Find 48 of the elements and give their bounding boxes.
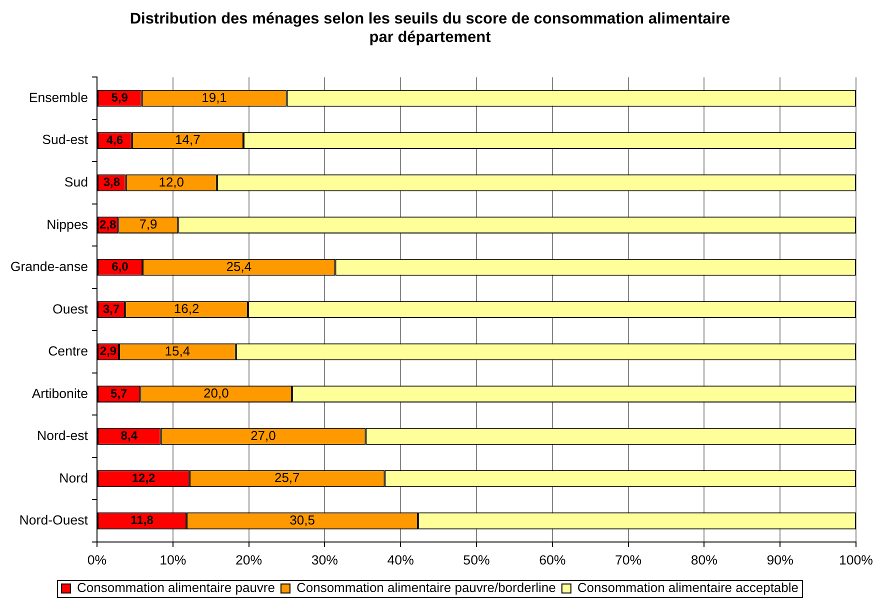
data-label: 3,7 [102,302,120,316]
data-label: 11,8 [130,513,154,528]
y-tick-label: Nippes [46,216,88,232]
legend-label: Consommation alimentaire pauvre/borderline [296,580,556,596]
data-label: 25,4 [226,258,252,274]
y-tick-label: Nord-est [37,428,88,444]
data-label: 14,7 [175,132,200,148]
x-tick-label: 30% [311,552,338,568]
data-label: 20,0 [204,386,229,401]
y-tick-label: Sud-est [42,132,88,148]
x-tick-label: 0% [87,552,107,568]
data-label: 30,5 [290,512,315,528]
data-label: 8,4 [120,428,138,443]
data-label: 5,7 [110,386,128,400]
legend-label: Consommation alimentaire acceptable [577,580,799,596]
data-label: 25,7 [274,470,300,486]
y-tick-label: Grande-anse [10,259,88,274]
y-tick-label: Ouest [52,301,88,316]
data-label: 12,2 [132,470,156,485]
y-tick-label: Nord [59,470,88,486]
data-label: 27,0 [250,428,276,443]
x-tick-label: 10% [160,552,186,568]
data-label: 15,4 [164,343,190,358]
data-label: 5,9 [111,90,128,105]
data-label: 19,1 [202,90,227,105]
chart-title: Distribution des ménages selon les seuils du score de consommation alimentaire par département [130,10,731,46]
x-tick-label: 50% [463,552,490,568]
x-tick-label: 60% [539,552,566,568]
data-label: 7,9 [139,216,158,232]
legend-label: Consommation alimentaire pauvre [76,580,275,596]
y-tick-label: Sud [64,174,88,190]
x-tick-label: 100% [838,552,874,568]
data-label: 12,0 [158,174,184,190]
data-label: 4,6 [106,132,124,147]
data-label: 16,2 [174,301,200,316]
data-label: 2,9 [100,344,117,358]
x-tick-label: 20% [235,552,262,568]
y-tick-label: Ensemble [28,90,88,105]
data-label: 3,8 [103,175,120,190]
x-tick-label: 40% [387,552,414,568]
x-tick-label: 80% [690,552,718,568]
y-tick-label: Centre [48,344,88,359]
x-tick-label: 70% [614,552,642,568]
data-label: 6,0 [112,260,129,274]
data-label: 2,8 [100,217,117,232]
y-tick-label: Artibonite [32,386,88,401]
y-tick-label: Nord-Ouest [19,512,88,528]
x-tick-label: 90% [766,552,794,568]
